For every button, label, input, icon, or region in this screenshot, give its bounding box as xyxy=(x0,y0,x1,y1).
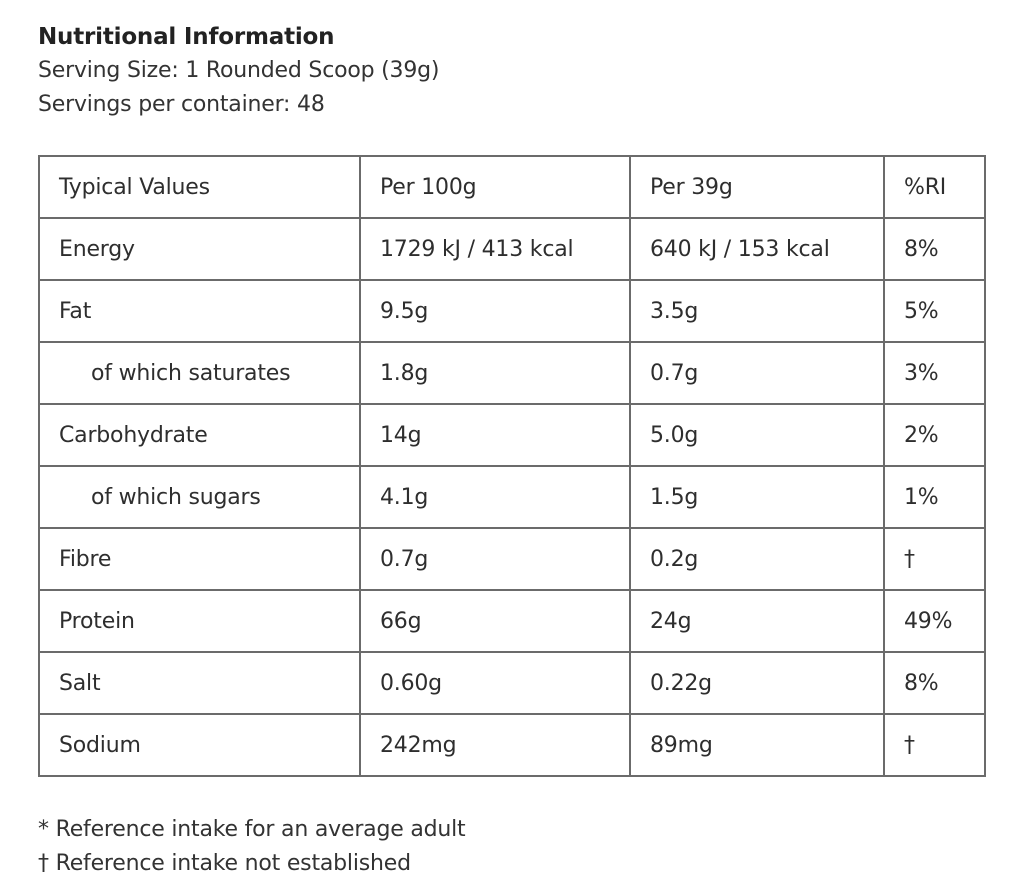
value-ri: 49% xyxy=(883,589,986,653)
value-per-serving: 5.0g xyxy=(629,403,885,467)
table-header-row: Typical Values Per 100g Per 39g %RI xyxy=(38,155,986,219)
footnotes: * Reference intake for an average adult … xyxy=(38,813,466,881)
table-row: Protein 66g 24g 49% xyxy=(38,589,986,653)
column-header-per-100g: Per 100g xyxy=(359,155,631,219)
column-header-typical-values: Typical Values xyxy=(38,155,361,219)
table-row: Fat 9.5g 3.5g 5% xyxy=(38,279,986,343)
page-title: Nutritional Information xyxy=(38,24,335,50)
column-header-per-serving: Per 39g xyxy=(629,155,885,219)
table-row: of which saturates 1.8g 0.7g 3% xyxy=(38,341,986,405)
nutrition-header: Nutritional Information Serving Size: 1 … xyxy=(38,20,440,122)
value-ri: 5% xyxy=(883,279,986,343)
footnote-reference-intake: * Reference intake for an average adult xyxy=(38,817,466,842)
value-per-serving: 3.5g xyxy=(629,279,885,343)
value-ri: 3% xyxy=(883,341,986,405)
value-ri: 1% xyxy=(883,465,986,529)
value-ri: 2% xyxy=(883,403,986,467)
value-ri: 8% xyxy=(883,651,986,715)
table-row: of which sugars 4.1g 1.5g 1% xyxy=(38,465,986,529)
footnote-not-established: † Reference intake not established xyxy=(38,851,411,876)
value-per-serving: 0.2g xyxy=(629,527,885,591)
value-per-serving: 0.7g xyxy=(629,341,885,405)
nutrient-name: Energy xyxy=(38,217,361,281)
value-per-serving: 1.5g xyxy=(629,465,885,529)
value-ri: † xyxy=(883,713,986,777)
table-row: Energy 1729 kJ / 413 kcal 640 kJ / 153 k… xyxy=(38,217,986,281)
value-per-serving: 89mg xyxy=(629,713,885,777)
value-per-100g: 1729 kJ / 413 kcal xyxy=(359,217,631,281)
nutrition-table: Typical Values Per 100g Per 39g %RI Ener… xyxy=(38,155,986,777)
table-row: Fibre 0.7g 0.2g † xyxy=(38,527,986,591)
value-per-100g: 0.7g xyxy=(359,527,631,591)
value-per-100g: 242mg xyxy=(359,713,631,777)
value-per-100g: 1.8g xyxy=(359,341,631,405)
nutrient-name: of which saturates xyxy=(38,341,361,405)
nutrient-name: Fat xyxy=(38,279,361,343)
nutrient-name: Carbohydrate xyxy=(38,403,361,467)
value-per-100g: 4.1g xyxy=(359,465,631,529)
value-per-100g: 0.60g xyxy=(359,651,631,715)
value-per-100g: 66g xyxy=(359,589,631,653)
nutrient-name: Fibre xyxy=(38,527,361,591)
table-row: Salt 0.60g 0.22g 8% xyxy=(38,651,986,715)
value-ri: 8% xyxy=(883,217,986,281)
servings-per-container: Servings per container: 48 xyxy=(38,92,325,117)
value-per-serving: 0.22g xyxy=(629,651,885,715)
value-per-serving: 24g xyxy=(629,589,885,653)
nutrient-name: Protein xyxy=(38,589,361,653)
value-per-100g: 9.5g xyxy=(359,279,631,343)
value-per-100g: 14g xyxy=(359,403,631,467)
nutrient-name: of which sugars xyxy=(38,465,361,529)
column-header-ri: %RI xyxy=(883,155,986,219)
table-row: Carbohydrate 14g 5.0g 2% xyxy=(38,403,986,467)
value-ri: † xyxy=(883,527,986,591)
nutrient-name: Salt xyxy=(38,651,361,715)
table-row: Sodium 242mg 89mg † xyxy=(38,713,986,777)
value-per-serving: 640 kJ / 153 kcal xyxy=(629,217,885,281)
nutrient-name: Sodium xyxy=(38,713,361,777)
serving-size: Serving Size: 1 Rounded Scoop (39g) xyxy=(38,58,440,83)
